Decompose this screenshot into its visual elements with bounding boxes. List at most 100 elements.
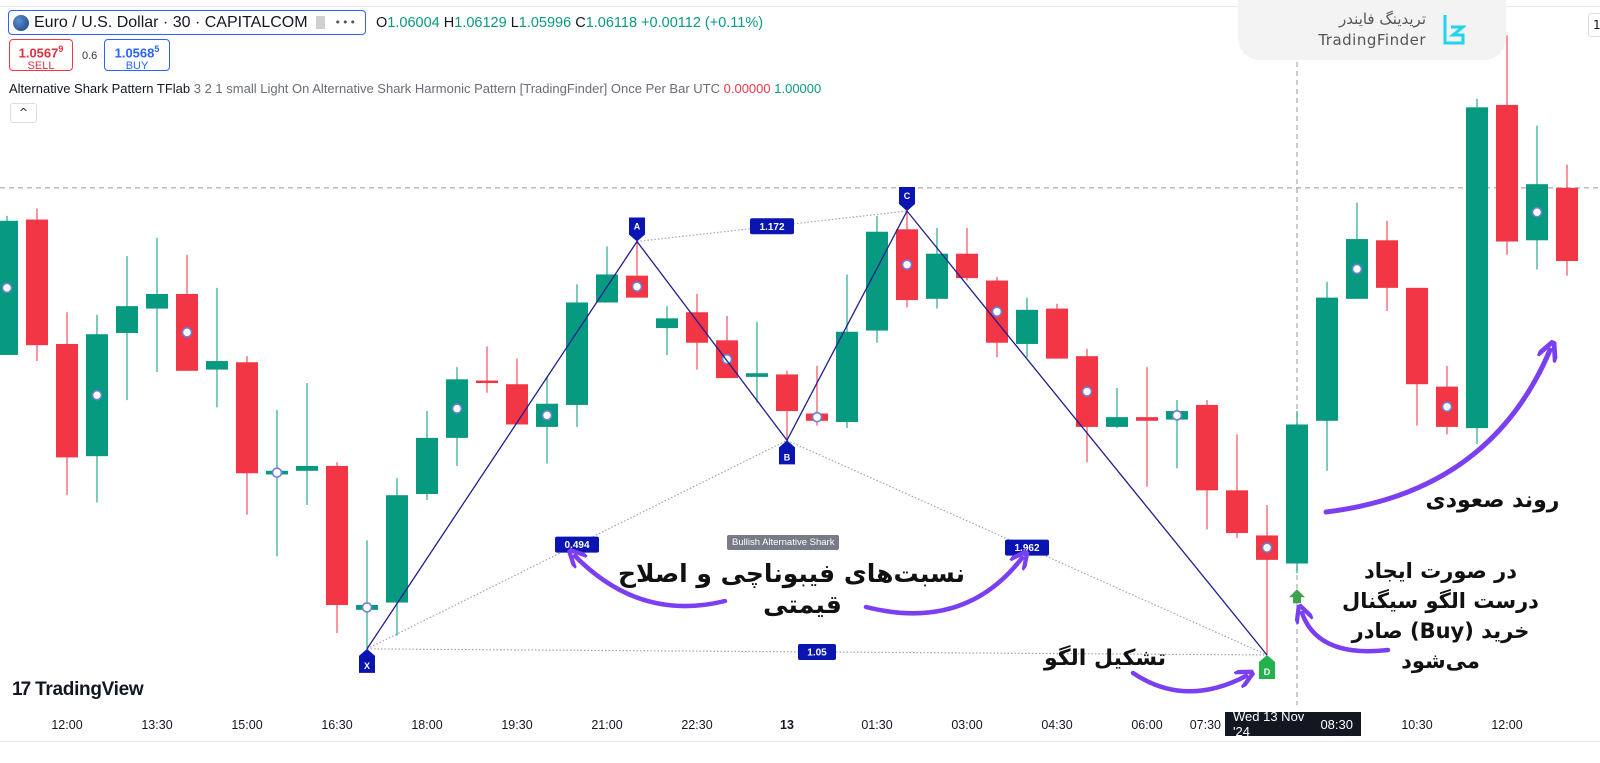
indicator-name: Alternative Shark Pattern TFlab [9,81,191,96]
candle [206,287,228,408]
buy-label: BUY [125,60,149,73]
candle-body [146,293,168,309]
indicator-legend[interactable]: Alternative Shark Pattern TFlab 3 2 1 sm… [9,81,821,96]
ratio-line [366,439,788,650]
time-axis[interactable]: 12:00 13:30 15:00 16:30 18:00 19:30 21:00 22:30… [51,718,1522,732]
candle [776,370,798,441]
candle-body [1106,417,1128,427]
candle-body [866,231,888,331]
pattern-name-label: Bullish Alternative Shark [727,535,840,550]
flag-icon[interactable] [315,16,325,29]
buy-price-pip: 5 [154,44,160,54]
ratio-label-bg [798,643,836,660]
high-value: 1.06129 [454,14,507,31]
candle-body [1376,240,1398,288]
candle-body [746,373,768,377]
candles [0,35,1578,655]
candle-body [506,384,528,425]
candle [1316,281,1338,471]
ratio-label: 1.172 [750,218,794,235]
candle-body [1046,308,1068,359]
candle [146,237,168,373]
ring-marker [451,403,463,414]
candle [626,241,648,298]
buy-signal-line2: درست الگو سیگنال [1342,589,1539,613]
candle [506,358,528,425]
candle-body [566,302,588,405]
candle-body [296,465,318,471]
ring-marker [1171,410,1183,421]
low-value: 1.05996 [518,14,572,31]
time-tick-label: 04:30 [1041,718,1072,732]
candle-body [1286,424,1308,564]
candle [0,215,18,355]
candle-body [326,465,348,605]
candle [1436,365,1458,435]
ring-marker [631,281,643,292]
ring-marker [1081,386,1093,397]
time-tick-label: 01:30 [861,718,892,732]
time-tick-label: 21:00 [591,718,622,732]
candle-body [26,219,48,346]
symbol-title: Euro / U.S. Dollar · 30 · CAPITALCOM [34,13,308,31]
candle-body [1496,104,1518,242]
arrow-to-ratio-1962 [863,558,1022,616]
candle-body [656,318,678,329]
crosshair-time: 08:30 [1320,716,1353,732]
candle-body [416,437,438,494]
candle [1166,400,1188,469]
indicator-args: 3 2 1 small Light On Alternative Shark H… [193,81,720,96]
ratio-label-bg [750,218,794,235]
candle [1016,297,1038,358]
sell-button[interactable]: 1.05679 SELL [9,39,73,73]
sell-label: SELL [27,60,55,73]
candle [1526,125,1548,270]
tradingfinder-watermark: تریدینگ فایندر TradingFinder [1238,0,1506,60]
candle-body [1226,490,1248,534]
collapse-legend-button[interactable]: ^ [10,103,37,123]
buy-button[interactable]: 1.05685 BUY [104,39,170,73]
ratio-label-text: 1.05 [807,647,827,658]
buy-signal-line1: در صورت ایجاد [1363,559,1518,583]
candle [836,274,858,429]
corner-button[interactable]: 1 [1588,13,1600,37]
candle [326,462,348,634]
fibonacci-annotation: نسبت‌های فیبوناچی و اصلاح قیمتی [618,558,965,620]
tradingview-logo[interactable]: 17 TradingView [12,679,144,701]
pattern-point-marker [629,217,645,242]
low-label: L [510,14,519,31]
ratio-label-text: 1.962 [1014,543,1039,554]
pattern-markers: 1.172 0.494 1.962 1.05 X A B C D [359,187,1305,679]
time-tick-label: 13:30 [141,718,172,732]
candle [416,411,438,501]
pattern-point-label: A [634,222,641,232]
formation-annotation: تشکیل الگو [1043,646,1167,671]
candle [356,540,378,649]
ohlc-readout: O1.06004 H1.06129 L1.05996 C1.06118 +0.0… [376,15,763,31]
sell-price-pip: 9 [58,44,64,54]
candle [56,312,78,496]
time-tick-label: 22:30 [681,718,712,732]
candle [1226,434,1248,538]
candle-body [476,380,498,384]
ring-marker [1531,206,1543,218]
ratio-label-bg [555,536,599,553]
tradingview-logo-icon: 17 [12,679,31,700]
buy-signal-line3: خرید (Buy) صادر [1351,619,1530,643]
candle [236,356,258,515]
pattern-point-label: B [784,452,791,462]
ring-marker [1,282,13,294]
indicator-value-2: 1.00000 [774,81,822,96]
time-tick-label: 16:30 [321,718,352,732]
ratio-label: 0.494 [555,536,599,553]
symbol-search-button[interactable]: Euro / U.S. Dollar · 30 · CAPITALCOM ••• [8,10,367,35]
candle [896,211,918,308]
buy-signal-line4: می‌شود [1401,649,1480,673]
candle [1106,387,1128,429]
candle [296,382,318,505]
candle [716,315,738,379]
arrow-to-ratio-0494 [575,556,728,609]
chevron-up-icon: ^ [18,106,29,119]
more-icon[interactable]: ••• [334,16,358,29]
